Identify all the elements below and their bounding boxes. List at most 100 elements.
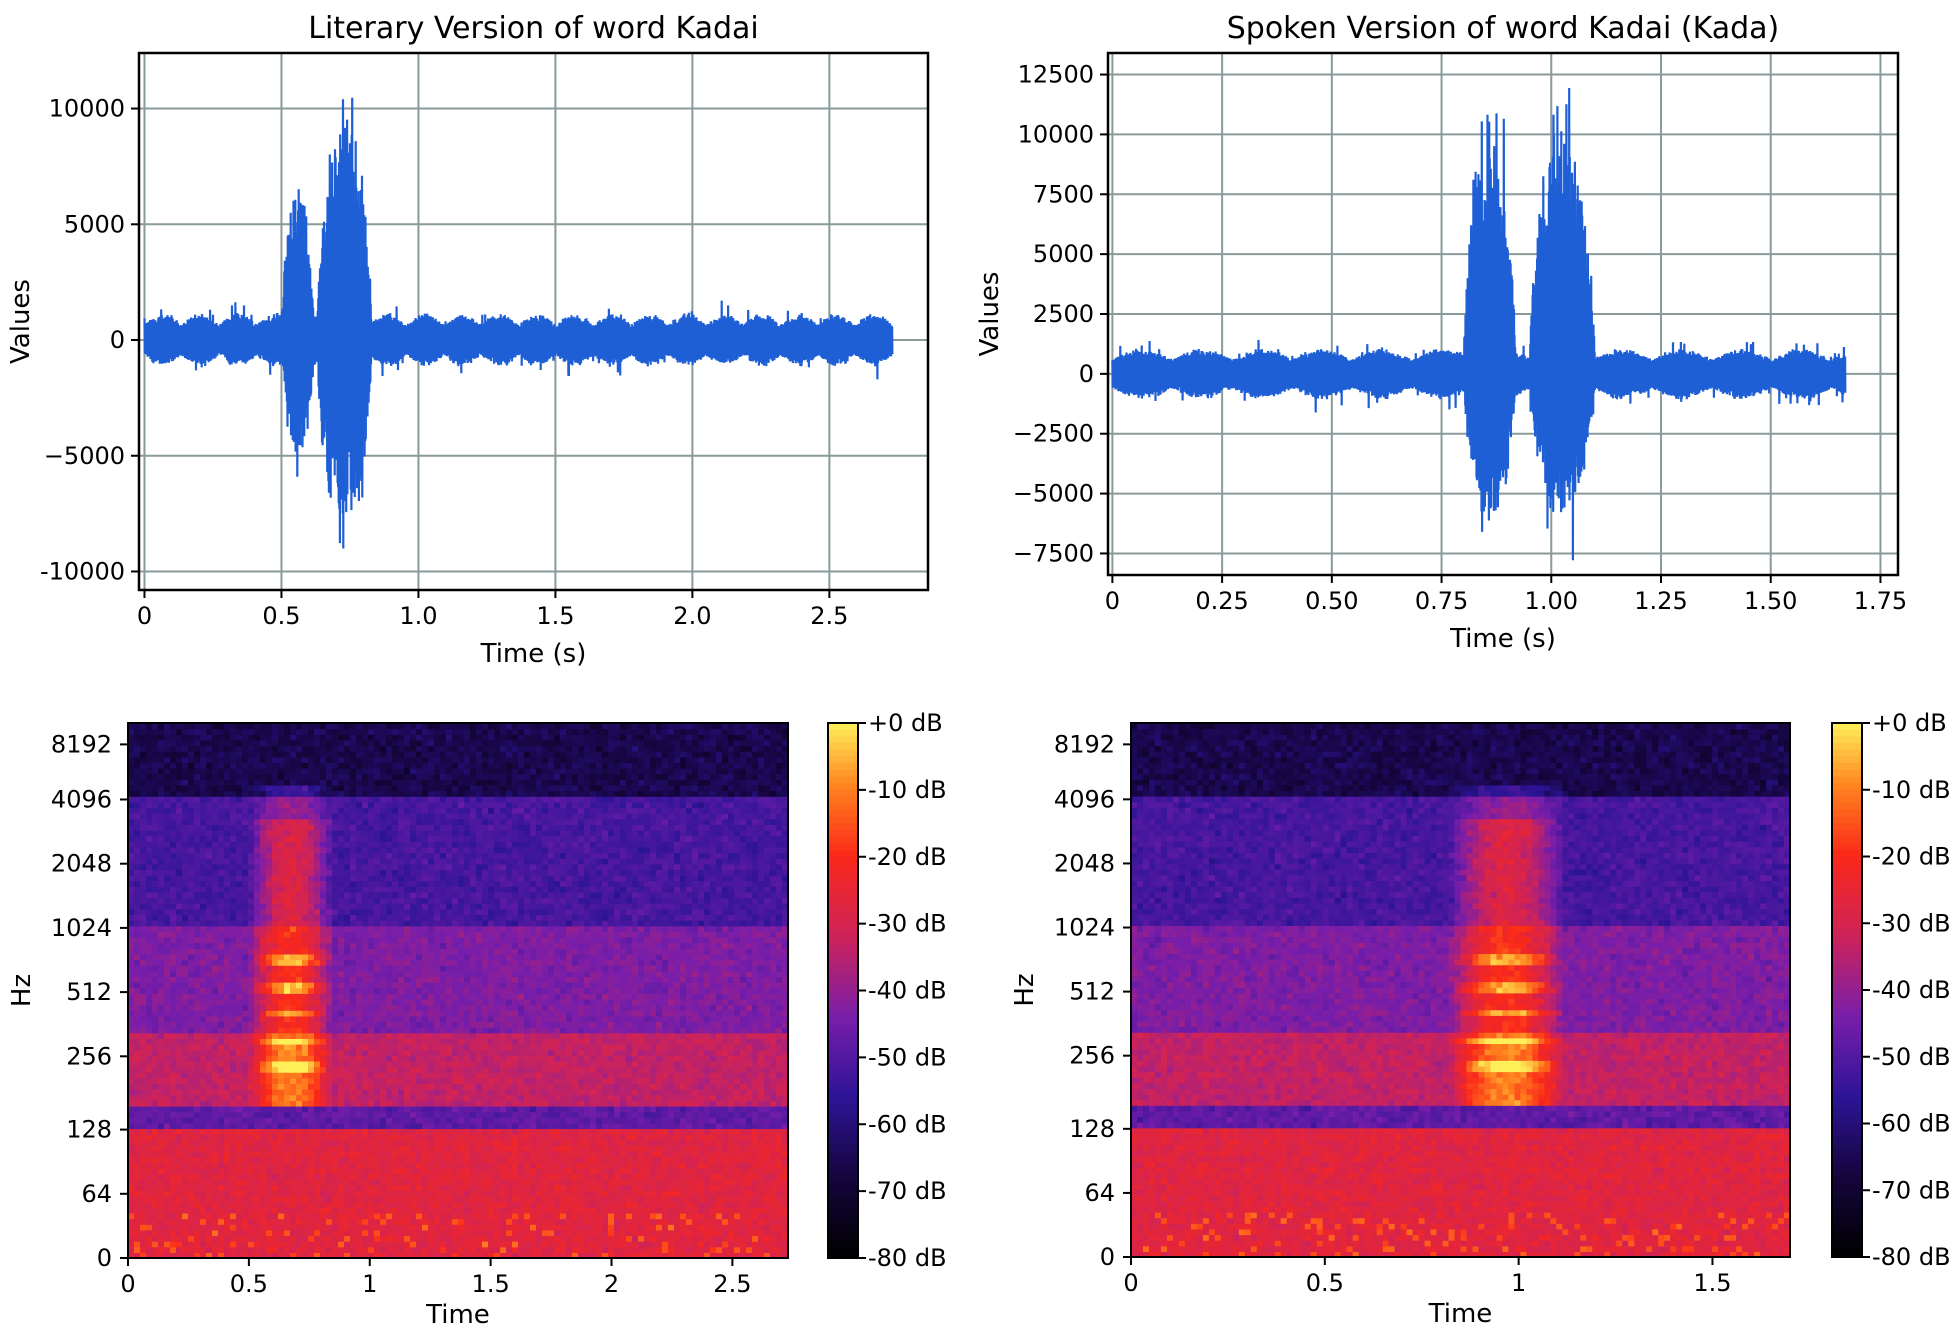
spectrogram-cell xyxy=(158,953,165,961)
spectrogram-cell xyxy=(314,1027,321,1034)
spectrogram-cell xyxy=(194,852,201,859)
spectrogram-cell xyxy=(140,1162,147,1169)
spectrogram-cell xyxy=(188,739,195,747)
spectrogram-cell xyxy=(278,965,285,972)
spectrogram-cell xyxy=(422,801,429,809)
spectrogram-cell xyxy=(374,801,381,809)
spectrogram-cell xyxy=(164,1027,171,1034)
spectrogram-cell xyxy=(410,818,417,825)
spectrogram-cell xyxy=(134,1117,141,1124)
spectrogram-cell xyxy=(218,1122,225,1130)
spectrogram-cell xyxy=(308,1072,315,1079)
spectrogram-cell xyxy=(242,773,249,780)
spectrogram-cell xyxy=(218,728,225,735)
spectrogram-cell xyxy=(380,869,387,876)
spectrogram-cell xyxy=(224,796,231,803)
spectrogram-cell xyxy=(140,959,147,966)
spectrogram-cell xyxy=(140,863,147,871)
spectrogram-cell xyxy=(188,1190,195,1197)
spectrogram-cell xyxy=(260,1224,267,1231)
spectrogram-cell xyxy=(242,1015,249,1023)
spectrogram-cell xyxy=(200,768,207,775)
spectrogram-cell xyxy=(290,1015,297,1023)
spectrogram-cell xyxy=(380,1077,387,1085)
spectrogram-cell xyxy=(344,796,351,803)
spectrogram-cell xyxy=(170,953,177,961)
spectrogram-cell xyxy=(326,830,333,837)
spectrogram-cell xyxy=(284,1246,291,1253)
spectrogram-cell xyxy=(242,875,249,882)
spectrogram-cell xyxy=(170,1241,177,1248)
spectrogram-cell xyxy=(254,734,261,741)
spectrogram-cell xyxy=(416,751,423,758)
spectrogram-cell xyxy=(278,841,285,848)
spectrogram-cell xyxy=(392,982,399,989)
spectrogram-cell xyxy=(164,813,171,820)
spectrogram-cell xyxy=(236,801,243,809)
spectrogram-cell xyxy=(134,1032,141,1039)
spectrogram-cell xyxy=(362,830,369,837)
spectrogram-cell xyxy=(224,1100,231,1107)
spectrogram-cell xyxy=(254,1010,261,1017)
spectrogram-cell xyxy=(344,1173,351,1180)
spectrogram-cell xyxy=(206,1077,213,1085)
spectrogram-cell xyxy=(398,1049,405,1056)
spectrogram-cell xyxy=(230,1246,237,1253)
spectrogram-cell xyxy=(278,1072,285,1079)
spectrogram-cell xyxy=(242,959,249,966)
spectrogram-cell xyxy=(428,779,435,786)
spectrogram-cell xyxy=(308,908,315,916)
spectrogram-cell xyxy=(428,959,435,966)
spectrogram-cell xyxy=(404,998,411,1006)
spectrogram-cell xyxy=(140,1117,147,1124)
spectrogram-cell xyxy=(188,807,195,814)
spectrogram-cell xyxy=(296,1218,303,1225)
spectrogram-cell xyxy=(434,1145,441,1152)
spectrogram-cell xyxy=(254,875,261,882)
spectrogram-cell xyxy=(404,1111,411,1118)
spectrogram-cell xyxy=(314,801,321,809)
spectrogram-cell xyxy=(296,1156,303,1163)
spectrogram-cell xyxy=(236,824,243,831)
spectrogram-cell xyxy=(350,796,357,803)
spectrogram-cell xyxy=(404,1077,411,1085)
spectrogram-cell xyxy=(380,1128,387,1135)
spectrogram-cell xyxy=(380,875,387,882)
spectrogram-cell xyxy=(404,745,411,752)
spectrogram-cell xyxy=(380,762,387,769)
spectrogram-cell xyxy=(362,1201,369,1208)
spectrogram-cell xyxy=(284,993,291,1000)
spectrogram-cell xyxy=(332,830,339,837)
spectrogram-cell xyxy=(410,1212,417,1220)
spectrogram-cell xyxy=(356,891,363,899)
spectrogram-cell xyxy=(242,903,249,910)
spectrogram-cell xyxy=(404,987,411,994)
spectrogram-cell xyxy=(398,937,405,944)
spectrogram-cell xyxy=(320,1060,327,1068)
spectrogram-cell xyxy=(338,768,345,775)
spectrogram-cell xyxy=(290,1027,297,1034)
spectrogram-cell xyxy=(134,1015,141,1023)
spectrogram-cell xyxy=(332,1190,339,1197)
spectrogram-cell xyxy=(284,1252,291,1259)
spectrogram-cell xyxy=(392,1094,399,1101)
spectrogram-cell xyxy=(164,768,171,775)
spectrogram-cell xyxy=(308,1066,315,1073)
spectrogram-cell xyxy=(140,841,147,848)
spectrogram-cell xyxy=(368,762,375,769)
spectrogram-cell xyxy=(242,824,249,831)
spectrogram-cell xyxy=(302,937,309,944)
spectrogram-cell xyxy=(350,1229,357,1237)
spectrogram-cell xyxy=(404,1167,411,1175)
spectrogram-cell xyxy=(428,897,435,904)
spectrogram-cell xyxy=(410,886,417,893)
spectrogram-cell xyxy=(302,858,309,865)
spectrogram-cell xyxy=(344,908,351,916)
spectrogram-cell xyxy=(182,784,189,792)
spectrogram-cell xyxy=(212,1027,219,1034)
spectrogram-cell xyxy=(128,937,135,944)
spectrogram-cell xyxy=(284,1105,291,1113)
spectrogram-cell xyxy=(200,807,207,814)
spectrogram-cell xyxy=(152,875,159,882)
spectrogram-cell xyxy=(146,784,153,792)
